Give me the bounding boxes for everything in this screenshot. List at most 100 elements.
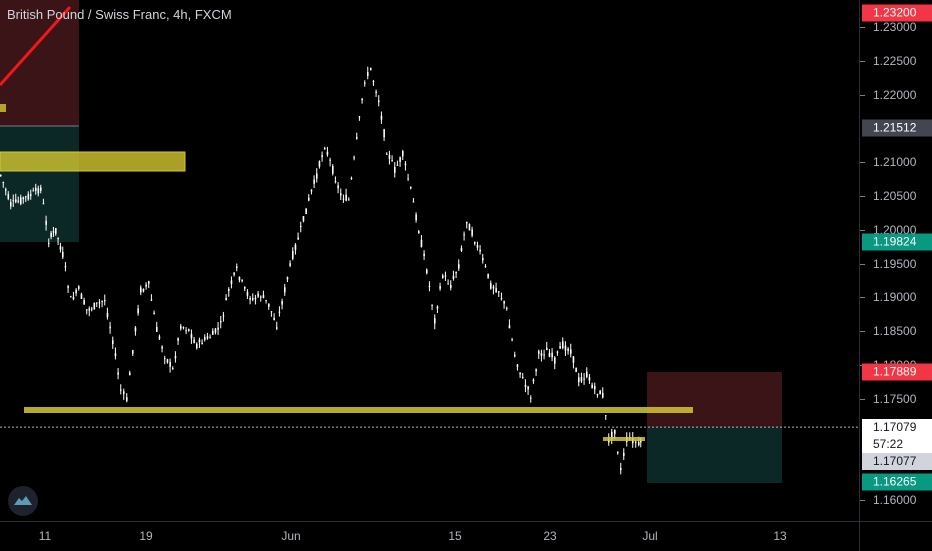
candle-body xyxy=(204,337,206,340)
candle-body xyxy=(575,367,577,373)
tradingview-logo-icon[interactable] xyxy=(8,486,38,516)
entry-zone xyxy=(603,437,645,441)
candle-body xyxy=(431,304,433,306)
candle-body xyxy=(265,299,267,301)
price-label: 1.21512 xyxy=(862,119,932,137)
candle-body xyxy=(524,384,527,387)
candle-body xyxy=(302,216,305,222)
candle-body xyxy=(313,179,315,184)
price-tick-label: 1.22500 xyxy=(873,53,917,68)
candle-body xyxy=(262,295,265,298)
candle-body xyxy=(407,178,409,180)
candle-body xyxy=(270,311,273,313)
candle-body xyxy=(495,288,497,293)
candle-body xyxy=(444,275,447,277)
candle-body xyxy=(345,194,347,201)
candle-body xyxy=(244,286,246,289)
candle-body xyxy=(241,279,243,281)
candle-body xyxy=(101,301,103,303)
price-tick-label: 1.19500 xyxy=(873,256,917,271)
price-scale[interactable]: 1.23000 1.22500 1.22000 1.21000 1.20500 1.200… xyxy=(859,0,932,521)
candle-body xyxy=(300,226,302,228)
price-tick-label: 1.17500 xyxy=(873,391,917,406)
candle-body xyxy=(217,327,219,330)
price-tick-label: 1.20500 xyxy=(873,188,917,203)
candle-body xyxy=(67,286,69,288)
candle-body xyxy=(93,302,96,310)
candle-body xyxy=(161,346,163,349)
candle-body xyxy=(404,163,407,166)
candle-body xyxy=(551,352,553,358)
candle-body xyxy=(45,220,47,225)
candle-body xyxy=(556,351,559,353)
price-chart[interactable] xyxy=(0,0,859,521)
candle-body xyxy=(83,300,85,305)
candle-body xyxy=(599,390,601,395)
candle-body xyxy=(479,249,481,252)
candle-body xyxy=(378,100,380,103)
candle-body xyxy=(476,244,479,248)
candle-body xyxy=(321,155,323,158)
candle-body xyxy=(617,452,619,454)
candle-body xyxy=(452,275,455,279)
candle-body xyxy=(538,351,540,354)
price-tick-mark xyxy=(860,94,865,96)
candle-body xyxy=(564,345,567,351)
candle-body xyxy=(436,306,439,309)
time-tick-label: Jul xyxy=(642,529,658,543)
candle-body xyxy=(426,269,428,274)
candle-body xyxy=(583,378,585,380)
candle-body xyxy=(498,291,500,293)
candle-body xyxy=(506,307,508,309)
chart-pane[interactable]: British Pound / Swiss Franc, 4h, FXCM xyxy=(0,0,859,521)
profit-zone-left xyxy=(0,126,79,242)
candle-body xyxy=(158,336,161,339)
candle-body xyxy=(380,115,383,120)
candle-body xyxy=(86,309,88,311)
current-price-box: 1.17079 57:22 1.17077 xyxy=(862,419,932,471)
candle-body xyxy=(236,266,238,269)
price-tick-mark xyxy=(860,500,865,501)
price-tick-mark xyxy=(860,162,865,164)
candle-body xyxy=(57,237,59,240)
candle-body xyxy=(591,384,593,389)
candle-body xyxy=(594,386,596,390)
last-price-value: 1.17077 xyxy=(862,453,932,471)
candle-body xyxy=(252,298,254,300)
candle-body xyxy=(308,197,310,201)
candle-body xyxy=(522,377,524,379)
candle-body xyxy=(233,272,235,275)
candle-body xyxy=(572,356,575,363)
candle-body xyxy=(156,327,158,332)
candle-body xyxy=(358,116,361,118)
candle-body xyxy=(383,129,385,138)
candle-body xyxy=(482,257,484,261)
candle-body xyxy=(50,232,52,238)
candle-body xyxy=(623,452,625,457)
price-label: 1.17889 xyxy=(862,363,932,381)
candle-body xyxy=(52,231,55,233)
candle-body xyxy=(546,347,548,351)
candle-body xyxy=(55,228,57,234)
time-tick-label: 19 xyxy=(139,529,153,543)
candle-body xyxy=(22,197,25,200)
candle-body xyxy=(484,266,487,268)
candle-body xyxy=(230,280,233,285)
candle-body xyxy=(246,291,249,296)
candle-body xyxy=(466,221,468,224)
candle-body xyxy=(286,277,289,280)
price-tick-label: 1.23000 xyxy=(873,20,917,34)
candle-body xyxy=(62,252,64,258)
price-tick-mark xyxy=(860,27,865,28)
price-tick-label: 1.19000 xyxy=(873,290,917,305)
candle-body xyxy=(468,224,471,231)
candle-body xyxy=(418,231,420,233)
candle-body xyxy=(396,164,399,166)
candle-body xyxy=(59,246,62,250)
candle-body xyxy=(305,208,307,214)
candle-body xyxy=(148,281,150,284)
support-zone xyxy=(24,407,693,413)
candle-body xyxy=(297,237,299,240)
time-scale[interactable]: 11 19 Jun 15 23 Jul 13 xyxy=(0,521,859,551)
candle-body xyxy=(140,287,142,293)
